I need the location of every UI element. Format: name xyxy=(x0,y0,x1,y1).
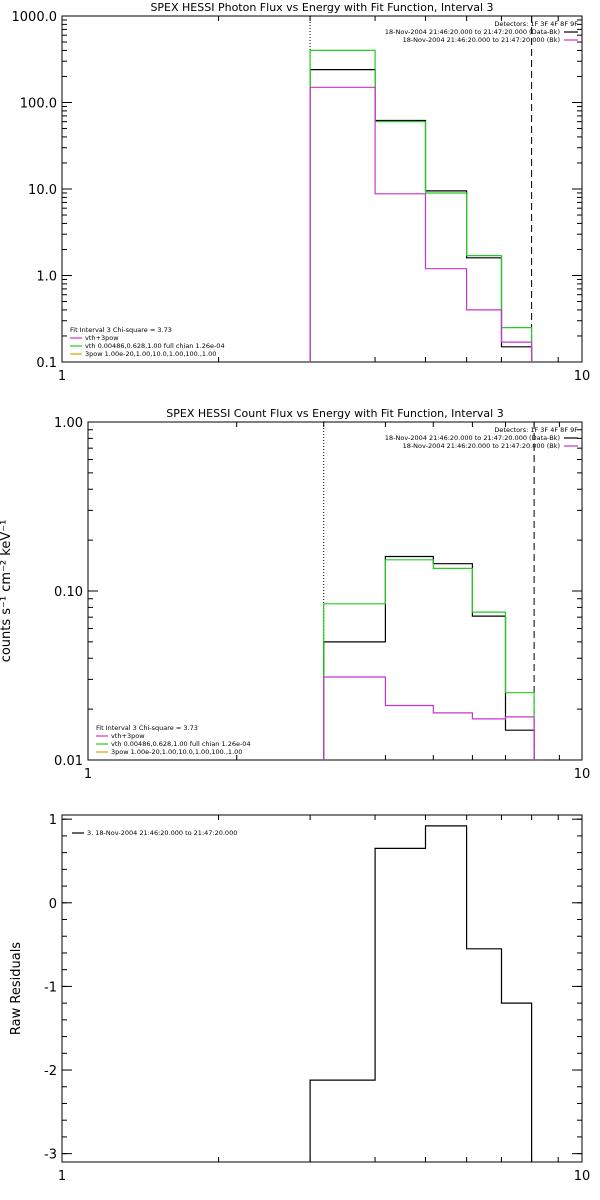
y-tick-label: -1 xyxy=(44,980,57,995)
plot-frame xyxy=(61,814,583,1163)
plot-frame xyxy=(87,421,583,761)
legend-entry-top-right: 18-Nov-2004 21:46:20.000 to 21:47:20.000… xyxy=(403,36,560,44)
legend-entry-bottom-left: vth+3pow xyxy=(111,732,145,740)
series-0-step-line xyxy=(323,555,535,760)
series-1-step-line xyxy=(323,559,535,760)
chart-title: SPEX HESSI Photon Flux vs Energy with Fi… xyxy=(150,1,493,14)
series-1-step-line xyxy=(309,49,533,362)
x-tick-label: 1 xyxy=(58,1169,66,1184)
legend-entry-bottom-left: Fit Interval 3 Chi-square = 3.73 xyxy=(96,724,198,732)
y-tick-label: 1000.0 xyxy=(12,10,58,25)
y-tick-label: -3 xyxy=(44,1148,57,1163)
y-tick-label: 1.00 xyxy=(54,416,83,431)
legend-entry-bottom-left: vth 0.00486,0.628,1.00 full chian 1.26e-… xyxy=(85,342,225,350)
legend-entry-bottom-left: Fit Interval 3 Chi-square = 3.73 xyxy=(70,326,172,334)
legend-entry-top-right: 18-Nov-2004 21:46:20.000 to 21:47:20.000… xyxy=(403,442,560,450)
y-tick-label: 0.1 xyxy=(36,356,57,371)
legend-entry-top-right: 18-Nov-2004 21:46:20.000 to 21:47:20.000… xyxy=(385,28,560,36)
legend-entry-bottom-left: 3pow 1.00e-20,1.00,10.0,1.00,100.,1.00 xyxy=(85,350,216,358)
y-tick-label: 1.0 xyxy=(36,270,57,285)
legend-entry-bottom-left: vth+3pow xyxy=(85,334,119,342)
x-tick-label: 10 xyxy=(574,369,591,384)
y-axis-label: Raw Residuals xyxy=(9,942,24,1035)
chart-title: SPEX HESSI Count Flux vs Energy with Fit… xyxy=(166,407,503,420)
y-tick-label: 1 xyxy=(49,813,57,828)
legend-entry-top-right: Detectors: 1F 3F 4F 8F 9F xyxy=(494,426,578,434)
y-tick-label: 0.10 xyxy=(54,585,83,600)
legend-entry-bottom-left: vth 0.00486,0.628,1.00 full chian 1.26e-… xyxy=(111,740,251,748)
legend-entry-top-right: Detectors: 1F 3F 4F 8F 9F xyxy=(494,20,578,28)
legend-entry-bottom-left: 3pow 1.00e-20,1.00,10.0,1.00,100.,1.00 xyxy=(111,748,242,756)
y-tick-label: -2 xyxy=(44,1064,57,1079)
y-axis-label: counts s⁻¹ cm⁻² keV⁻¹ xyxy=(0,520,14,663)
legend-entry-top-left: 3. 18-Nov-2004 21:46:20.000 to 21:47:20.… xyxy=(87,829,237,837)
y-tick-label: 10.0 xyxy=(28,183,57,198)
x-tick-label: 1 xyxy=(58,369,66,384)
x-tick-label: 10 xyxy=(574,767,591,782)
series-2-step-line xyxy=(323,676,535,760)
plot-frame xyxy=(61,15,583,363)
legend-entry-top-right: 18-Nov-2004 21:46:20.000 to 21:47:20.000… xyxy=(385,434,560,442)
series-0-step-line xyxy=(309,69,533,362)
y-tick-label: 100.0 xyxy=(20,97,57,112)
series-2-step-line xyxy=(309,86,533,362)
series-0-step-line xyxy=(309,825,533,1162)
x-tick-label: 10 xyxy=(574,1169,591,1184)
x-tick-label: 1 xyxy=(84,767,92,782)
y-tick-label: 0 xyxy=(49,897,57,912)
y-tick-label: 0.01 xyxy=(54,754,83,769)
